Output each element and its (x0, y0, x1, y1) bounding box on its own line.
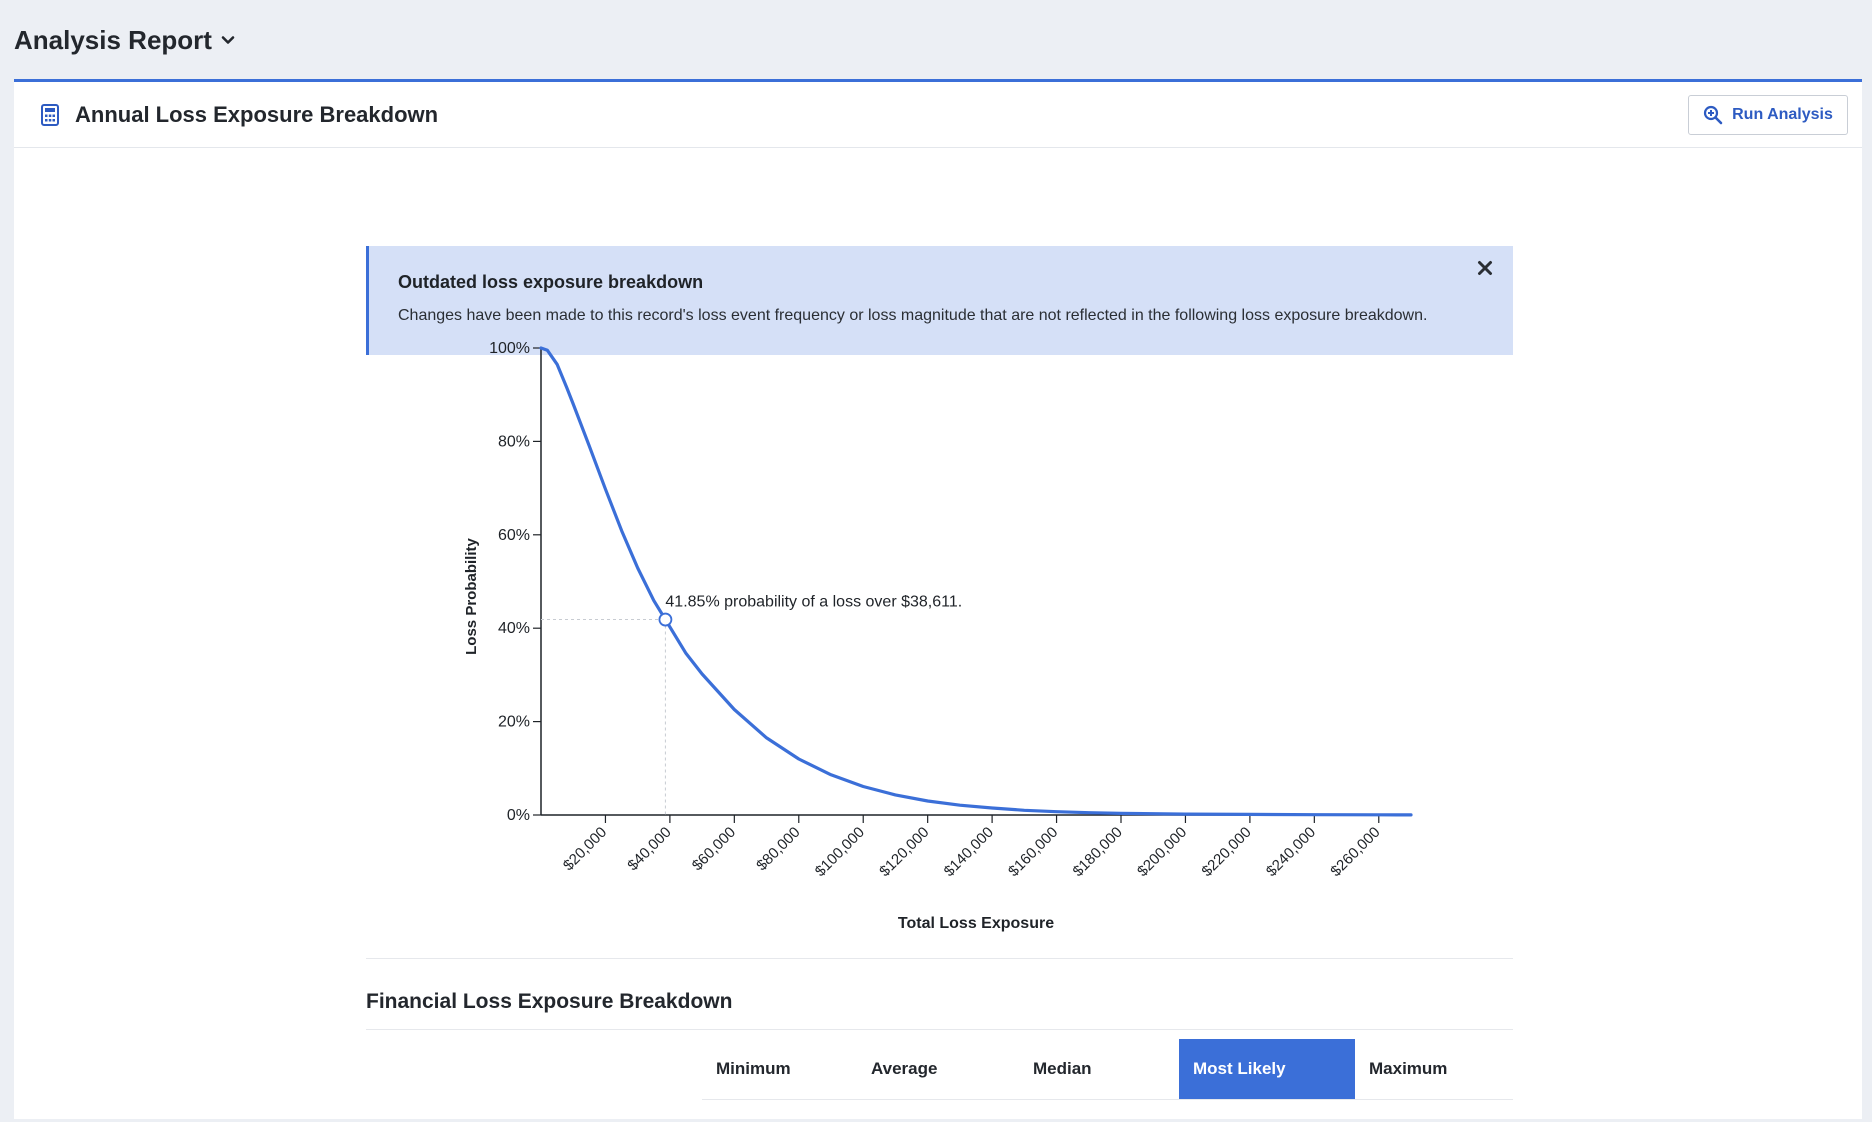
tabs-underline (702, 1099, 1513, 1100)
y-tick-label: 20% (498, 714, 530, 731)
card-title: Annual Loss Exposure Breakdown (75, 101, 439, 127)
tab-median[interactable]: Median (1033, 1059, 1092, 1078)
zoom-in-icon (1703, 105, 1723, 125)
loss-exceedance-chart: 0% 20% 40% 60% 80% 100% $20,000 $40,000 $60,000 $… (463, 340, 1413, 932)
y-tick-label: 80% (498, 433, 530, 450)
tab-most-likely[interactable]: Most Likely (1179, 1039, 1355, 1099)
calculator-icon (41, 103, 59, 126)
y-axis-label: Loss Probability (463, 538, 480, 655)
y-tick-label: 0% (507, 807, 530, 824)
report-title[interactable]: Analysis Report (14, 24, 212, 55)
divider (366, 958, 1513, 959)
close-icon[interactable] (1473, 256, 1497, 280)
x-tick-label: $240,000 (1263, 824, 1319, 880)
tab-minimum[interactable]: Minimum (716, 1059, 791, 1078)
x-tick-label: $120,000 (876, 824, 932, 880)
alert-title: Outdated loss exposure breakdown (398, 272, 704, 292)
x-tick-label: $200,000 (1134, 824, 1190, 880)
loss-exceedance-curve (539, 346, 1413, 817)
x-tick-label: $20,000 (560, 824, 610, 874)
x-tick-label: $180,000 (1070, 824, 1126, 880)
top-bar: Analysis Report (0, 0, 1872, 80)
x-tick-label: $60,000 (689, 824, 739, 874)
x-tick-label: $220,000 (1198, 824, 1254, 880)
tab-average[interactable]: Average (871, 1059, 938, 1078)
x-tick-label: $140,000 (941, 824, 997, 880)
card-header: Annual Loss Exposure Breakdown Run Analy… (14, 82, 1862, 148)
loss-exposure-card: Annual Loss Exposure Breakdown Run Analy… (14, 79, 1862, 1119)
x-tick-label: $260,000 (1327, 824, 1383, 880)
y-tick-label: 100% (489, 340, 530, 357)
breakdown-title: Financial Loss Exposure Breakdown (366, 990, 733, 1013)
divider (366, 1029, 1513, 1030)
x-tick-label: $160,000 (1005, 824, 1061, 880)
x-tick-label: $40,000 (624, 824, 674, 874)
outdated-alert: Outdated loss exposure breakdown Changes… (366, 246, 1513, 355)
chevron-down-icon[interactable] (220, 32, 236, 48)
breakdown-tabs: Minimum Average Median Most Likely Maxim… (702, 1039, 1513, 1099)
y-tick-label: 60% (498, 527, 530, 544)
annotation-marker (658, 612, 673, 627)
y-tick-label: 40% (498, 620, 530, 637)
tab-maximum[interactable]: Maximum (1369, 1059, 1448, 1078)
run-analysis-button[interactable]: Run Analysis (1688, 95, 1848, 135)
alert-text: Changes have been made to this record's … (398, 307, 1428, 324)
run-analysis-label: Run Analysis (1732, 106, 1833, 123)
annotation-label: 41.85% probability of a loss over $38,61… (665, 594, 962, 611)
x-tick-label: $100,000 (812, 824, 868, 880)
x-axis-label: Total Loss Exposure (898, 915, 1054, 932)
x-tick-label: $80,000 (753, 824, 803, 874)
